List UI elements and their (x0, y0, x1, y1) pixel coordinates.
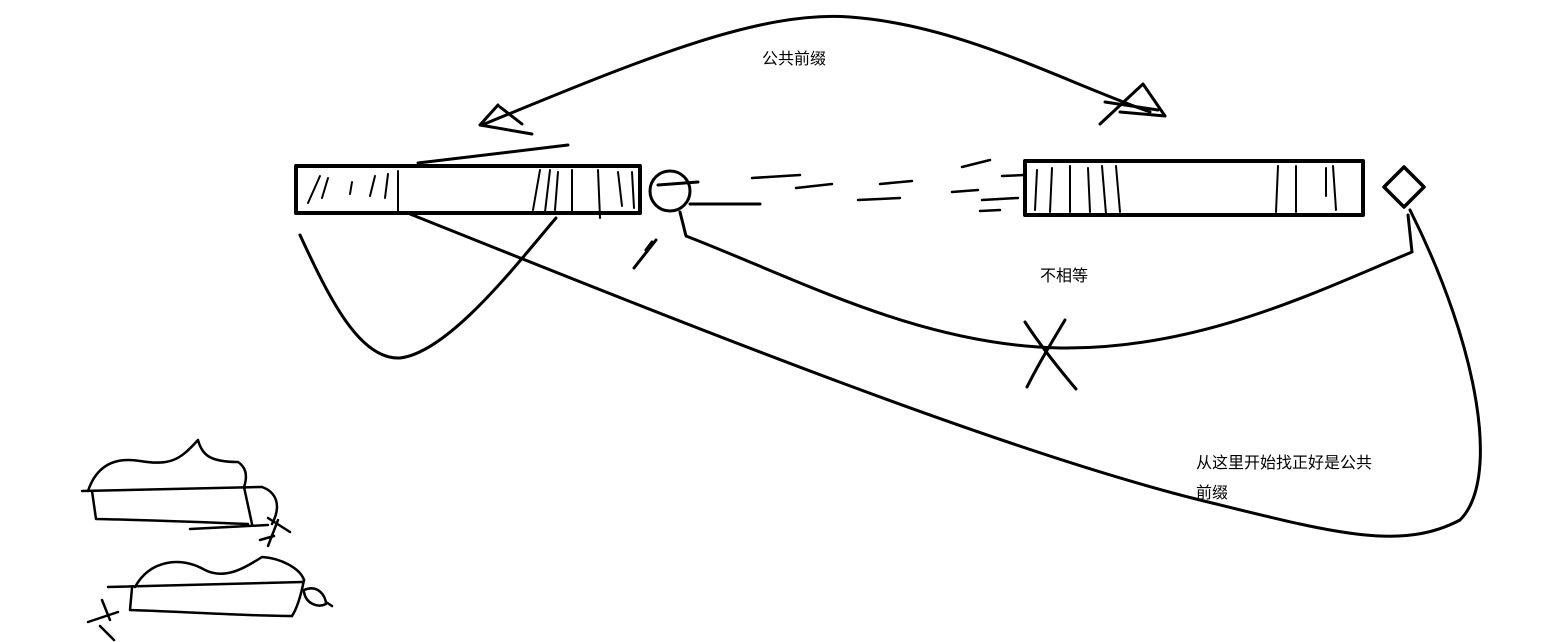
cross-mark-icon (1023, 318, 1078, 391)
left-bar-hatching (307, 169, 635, 219)
not-equal-curve (678, 210, 1414, 350)
common-prefix-arc (480, 14, 1152, 127)
pointer-stroke (632, 238, 658, 270)
common-prefix-label: 公共前缀 (762, 49, 827, 68)
not-equal-label: 不相等 (1040, 266, 1089, 285)
minus-circle-icon (648, 169, 692, 213)
left-bar-overline (416, 143, 570, 165)
sketch-block-lower (86, 555, 334, 642)
long-bottom-curve (408, 208, 1482, 538)
note-label: 从这里开始找正好是公共前缀 (1196, 453, 1373, 502)
diamond-marker-icon (1382, 165, 1426, 209)
dashed-comparison-line (750, 158, 1026, 213)
left-arrowhead-icon (478, 103, 534, 136)
right-arrowhead-icon (1098, 82, 1167, 126)
left-string-bar (294, 164, 642, 215)
left-u-curve (298, 216, 558, 360)
sketch-block-upper (80, 438, 292, 548)
right-bar-hatching (1034, 165, 1337, 215)
right-string-bar (1023, 159, 1365, 217)
